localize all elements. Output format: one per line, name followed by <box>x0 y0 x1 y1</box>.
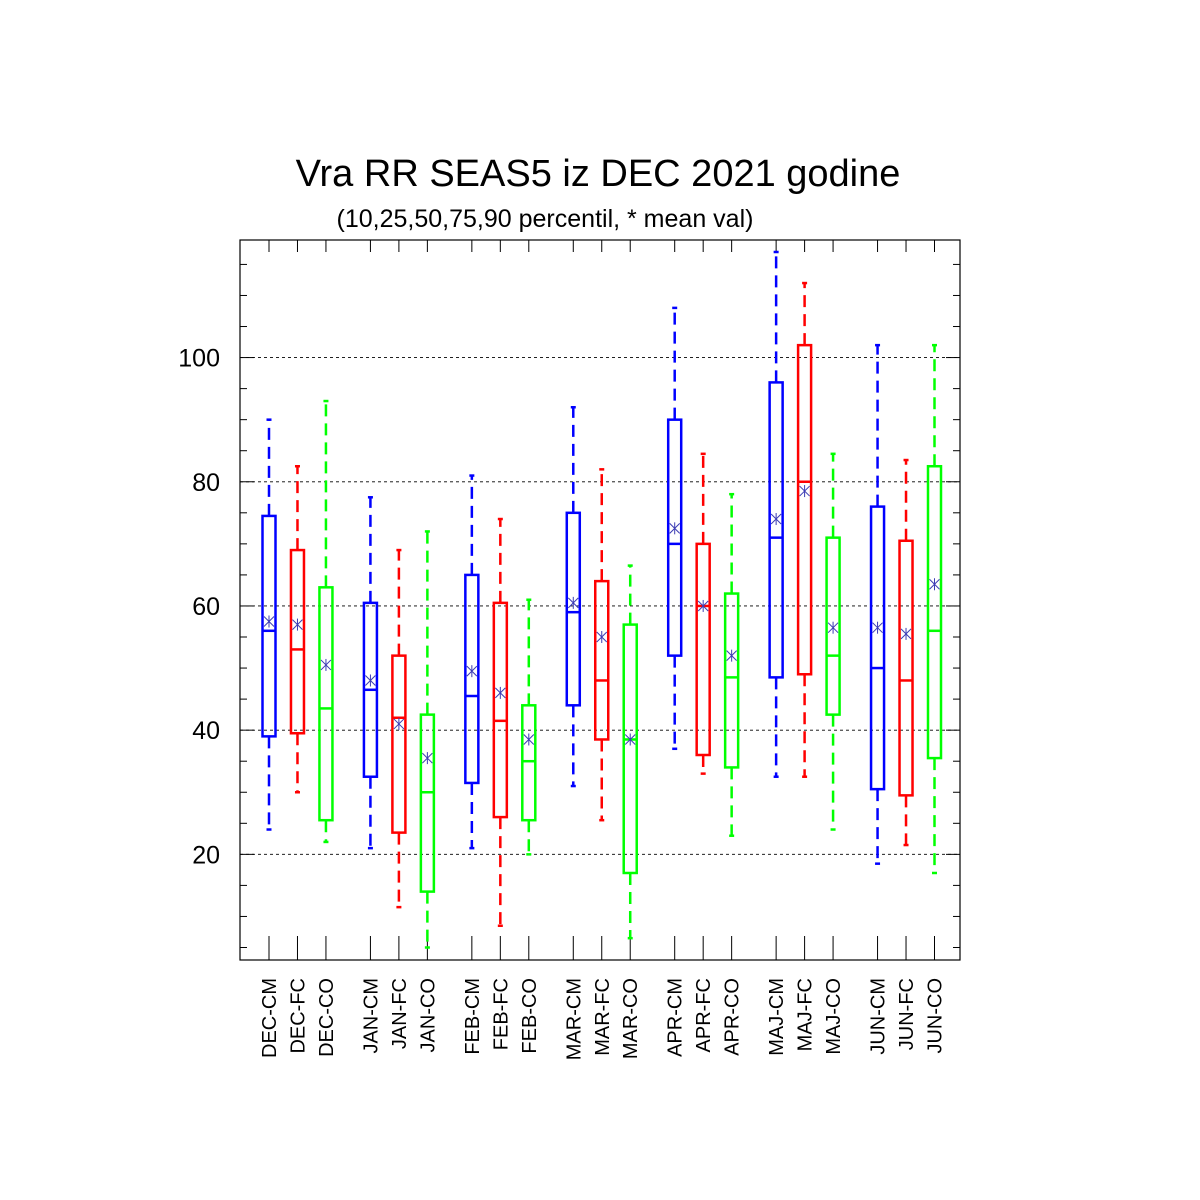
box-iqr <box>695 542 711 757</box>
box-iqr <box>926 464 943 760</box>
mean-marker <box>900 627 912 640</box>
category-label: APR-FC <box>693 978 715 1052</box>
mean-marker <box>567 596 579 609</box>
mean-marker <box>697 599 709 612</box>
box-iqr <box>666 418 683 657</box>
category-label: JUN-CO <box>925 978 947 1054</box>
mean-marker <box>263 615 275 628</box>
gridlines <box>240 357 960 855</box>
mean-marker <box>422 752 433 765</box>
mean-marker <box>596 631 608 644</box>
box-apr-cm <box>666 306 683 751</box>
box-jun-fc <box>898 458 914 847</box>
mean-marker <box>770 513 782 526</box>
mean-marker <box>799 485 810 498</box>
box-mar-cm <box>565 405 582 788</box>
box-mar-fc <box>594 468 610 822</box>
category-label: FEB-CM <box>462 978 484 1055</box>
mean-marker <box>365 674 376 687</box>
box-apr-fc <box>695 452 711 775</box>
box-maj-co <box>825 452 841 831</box>
box-jun-co <box>926 343 943 875</box>
box-iqr <box>898 539 914 797</box>
box-iqr <box>261 514 277 738</box>
mean-marker <box>624 733 636 746</box>
category-labels: DEC-CM DEC-FC DEC-CO JAN-CM JAN-FC JAN-CO FEB-… <box>259 978 947 1060</box>
box-jan-cm <box>362 496 379 850</box>
box-iqr <box>723 592 740 769</box>
mean-marker <box>726 649 738 662</box>
box-dec-co <box>318 399 334 844</box>
y-tick-label: 80 <box>192 469 220 497</box>
boxes <box>261 250 943 949</box>
category-label: DEC-CO <box>316 978 338 1057</box>
mean-marker <box>827 621 839 634</box>
category-label: JAN-FC <box>389 978 411 1049</box>
box-iqr <box>594 579 610 741</box>
chart-title: Vra RR SEAS5 iz DEC 2021 godine <box>296 153 901 195</box>
box-iqr <box>419 713 436 893</box>
mean-marker <box>393 717 405 730</box>
category-label: MAR-FC <box>592 978 614 1056</box>
box-iqr <box>565 511 582 707</box>
category-label: JAN-CM <box>360 978 382 1054</box>
category-label: DEC-FC <box>287 978 309 1054</box>
box-iqr <box>492 601 509 819</box>
category-label: APR-CM <box>665 978 687 1057</box>
axis-ticks: 20 40 60 80 100 <box>178 240 960 960</box>
mean-marker <box>669 522 681 535</box>
box-dec-cm <box>261 418 277 831</box>
box-feb-co <box>521 598 537 856</box>
box-jan-fc <box>391 548 407 909</box>
mean-marker <box>929 578 940 591</box>
plot-frame <box>239 239 961 961</box>
box-iqr <box>464 573 480 785</box>
category-label: MAJ-FC <box>795 978 817 1051</box>
category-label: DEC-CM <box>259 978 281 1058</box>
y-tick-label: 60 <box>192 593 220 621</box>
mean-marker <box>523 733 535 746</box>
box-dec-fc <box>289 464 306 794</box>
category-label: FEB-CO <box>519 978 541 1054</box>
category-label: JUN-FC <box>896 978 918 1050</box>
box-iqr <box>521 704 537 822</box>
category-label: JUN-CM <box>868 978 890 1055</box>
y-tick-label: 100 <box>178 345 220 373</box>
box-maj-fc <box>796 281 813 778</box>
category-label: MAJ-CO <box>823 978 845 1055</box>
mean-marker <box>872 621 883 634</box>
box-feb-fc <box>492 517 509 928</box>
box-iqr <box>869 505 886 791</box>
mean-marker <box>320 658 332 671</box>
box-jan-co <box>419 530 436 949</box>
chart-subtitle: (10,25,50,75,90 percentil, * mean val) <box>337 205 754 233</box>
box-iqr <box>768 381 784 679</box>
box-iqr <box>318 586 334 822</box>
y-tick-label: 40 <box>192 717 220 745</box>
box-iqr <box>622 623 638 875</box>
y-tick-label: 20 <box>192 841 220 869</box>
box-mar-co <box>622 564 638 940</box>
mean-marker <box>466 665 478 678</box>
mean-marker <box>494 686 506 699</box>
category-label: MAR-CO <box>620 978 642 1059</box>
category-label: MAJ-CM <box>766 978 788 1056</box>
category-label: FEB-FC <box>490 978 512 1050</box>
box-iqr <box>391 654 407 834</box>
box-iqr <box>796 343 813 676</box>
mean-marker <box>292 618 303 631</box>
category-label: MAR-CM <box>563 978 585 1060</box>
box-feb-cm <box>464 474 480 850</box>
category-label: APR-CO <box>722 978 744 1056</box>
box-iqr <box>289 548 306 735</box>
box-iqr <box>825 536 841 716</box>
box-maj-cm <box>768 250 784 778</box>
category-label: JAN-CO <box>417 978 439 1052</box>
box-jun-cm <box>869 343 886 865</box>
box-apr-co <box>723 492 740 837</box>
